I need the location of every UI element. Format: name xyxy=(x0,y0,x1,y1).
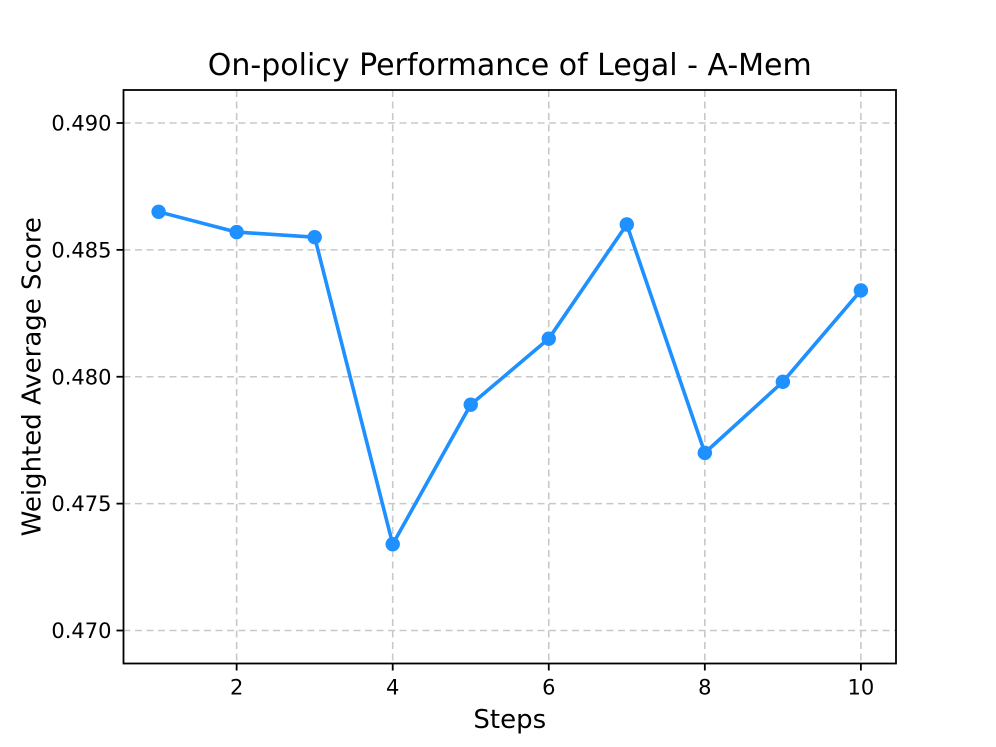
y-tick-label: 0.490 xyxy=(51,111,111,135)
data-point xyxy=(229,224,244,240)
x-tick-label: 8 xyxy=(698,676,711,700)
x-tick-label: 10 xyxy=(848,676,875,700)
y-tick-label: 0.470 xyxy=(51,619,111,643)
data-point xyxy=(541,331,556,346)
x-tick-label: 6 xyxy=(542,676,555,700)
data-point xyxy=(385,537,400,552)
y-tick-label: 0.480 xyxy=(51,365,111,389)
y-tick-label: 0.485 xyxy=(51,238,111,262)
data-point xyxy=(307,229,322,245)
data-point xyxy=(463,397,478,412)
chart-title: On-policy Performance of Legal - A-Mem xyxy=(208,48,812,83)
x-tick-label: 2 xyxy=(230,676,243,700)
data-point xyxy=(151,204,166,220)
y-axis-label: Weighted Average Score xyxy=(18,217,48,536)
y-tick-label: 0.475 xyxy=(51,492,111,516)
data-point xyxy=(853,283,869,298)
data-point xyxy=(697,445,713,461)
data-point xyxy=(619,217,634,232)
data-line xyxy=(156,210,863,547)
x-axis-label: Steps xyxy=(473,705,546,735)
x-tick-label: 4 xyxy=(386,676,399,700)
data-point xyxy=(775,374,791,390)
